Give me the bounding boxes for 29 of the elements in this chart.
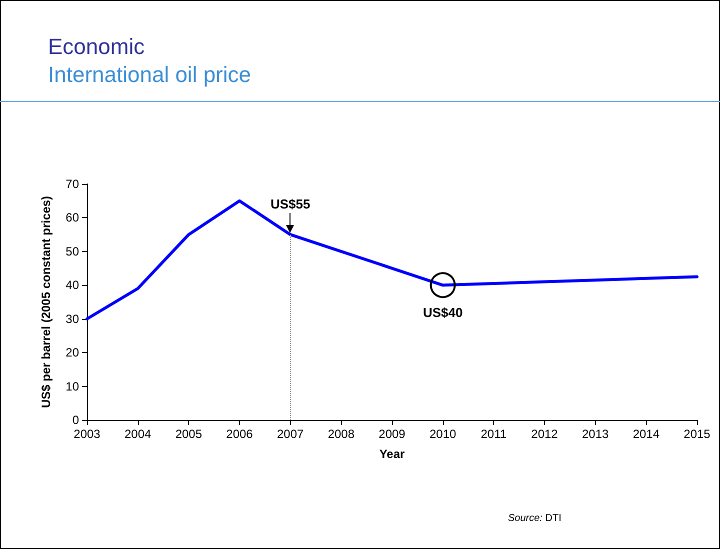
x-tick-label: 2004 (124, 427, 152, 441)
line-series (86, 199, 698, 320)
x-tick-label: 2005 (175, 427, 202, 441)
x-tick-label: 2013 (582, 427, 610, 441)
chart-title: Economic (48, 34, 145, 60)
annotation: US$55 (270, 196, 310, 212)
x-tick-label: 2012 (531, 427, 558, 441)
y-axis-title: US$ per barrel (2005 constant prices) (39, 196, 53, 408)
y-tick-label: 50 (66, 244, 80, 258)
annotation: US$40 (422, 305, 463, 320)
y-tick-label: 30 (66, 312, 80, 326)
y-tick-label: 60 (66, 210, 80, 225)
x-tick-label: 2009 (378, 427, 406, 441)
x-tick-label: 2008 (328, 427, 355, 441)
y-tick-label: 40 (66, 278, 80, 292)
y-tick-label: 70 (66, 177, 80, 191)
chart-subtitle: International oil price (48, 62, 252, 88)
x-tick-label: 2003 (74, 427, 101, 441)
y-tick-label: 20 (66, 346, 80, 360)
source-note: Source: DTI (508, 513, 562, 524)
x-tick-label: 2011 (480, 427, 507, 441)
y-tick-label: 10 (66, 379, 80, 394)
x-axis-title: Year (379, 447, 406, 461)
y-tick-label: 0 (72, 413, 80, 427)
x-tick-label: 2006 (226, 427, 254, 441)
x-tick-label: 2014 (632, 427, 660, 441)
x-tick-label: 2010 (429, 427, 457, 441)
x-tick-label: 2007 (276, 427, 304, 441)
x-tick-label: 2015 (684, 427, 711, 441)
